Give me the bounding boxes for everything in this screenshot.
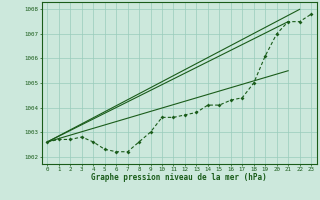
X-axis label: Graphe pression niveau de la mer (hPa): Graphe pression niveau de la mer (hPa) — [91, 173, 267, 182]
